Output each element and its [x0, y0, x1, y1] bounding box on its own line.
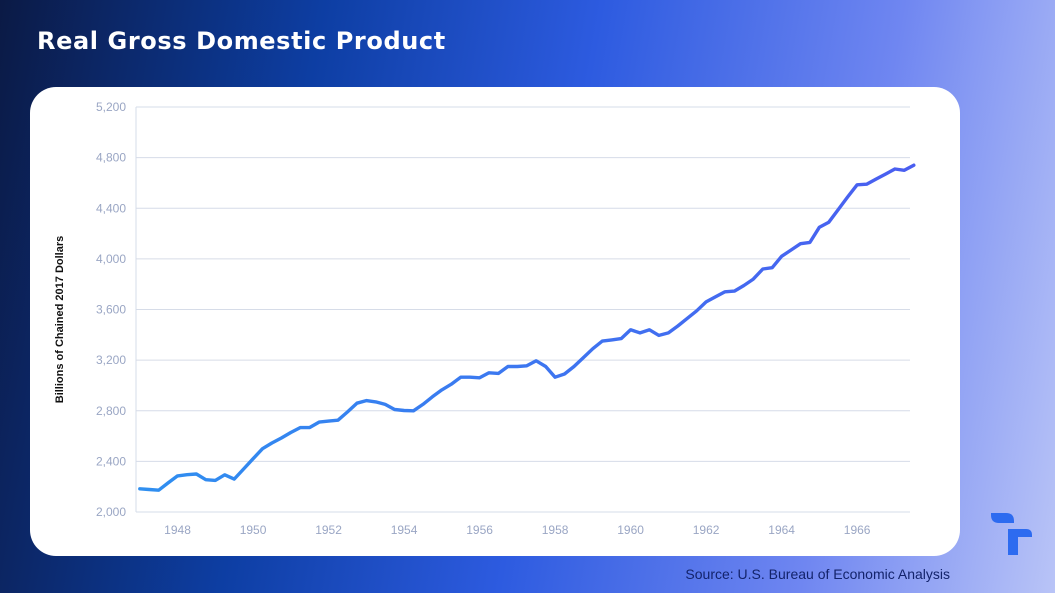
x-tick-label: 1948: [164, 523, 191, 537]
y-tick-label: 4,800: [96, 151, 126, 165]
grid-lines: [135, 106, 910, 513]
brand-logo-icon: [991, 513, 1032, 555]
source-caption: Source: U.S. Bureau of Economic Analysis: [685, 566, 950, 582]
y-tick-label: 2,400: [96, 454, 126, 468]
x-tick-label: 1950: [240, 523, 267, 537]
x-tick-label: 1956: [466, 523, 493, 537]
x-tick-label: 1964: [768, 523, 795, 537]
series-line-real-gdp: [138, 163, 916, 492]
y-tick-label: 3,200: [96, 353, 126, 367]
y-tick-label: 5,200: [96, 100, 126, 114]
y-tick-label: 4,000: [96, 252, 126, 266]
y-tick-label: 3,600: [96, 303, 126, 317]
x-tick-label: 1952: [315, 523, 342, 537]
y-axis-title: Billions of Chained 2017 Dollars: [54, 236, 66, 404]
x-tick-label: 1962: [693, 523, 720, 537]
page-title: Real Gross Domestic Product: [37, 27, 446, 55]
gdp-line-chart: 2,000 2,400 2,800 3,200 3,600 4,000 4,400 4,800…: [54, 100, 916, 537]
x-axis-ticks: 1948 1950 1952 1954 1956 1958 1960 1962 1964 1966: [164, 523, 871, 537]
x-tick-label: 1954: [391, 523, 418, 537]
chart-card: 2,000 2,400 2,800 3,200 3,600 4,000 4,400 4,800…: [30, 87, 960, 556]
y-tick-label: 2,800: [96, 404, 126, 418]
x-tick-label: 1966: [844, 523, 871, 537]
y-tick-label: 2,000: [96, 505, 126, 519]
y-axis-ticks: 2,000 2,400 2,800 3,200 3,600 4,000 4,400 4,800…: [96, 100, 126, 519]
series-layer: [138, 163, 916, 492]
x-tick-label: 1958: [542, 523, 569, 537]
x-tick-label: 1960: [617, 523, 644, 537]
y-tick-label: 4,400: [96, 201, 126, 215]
